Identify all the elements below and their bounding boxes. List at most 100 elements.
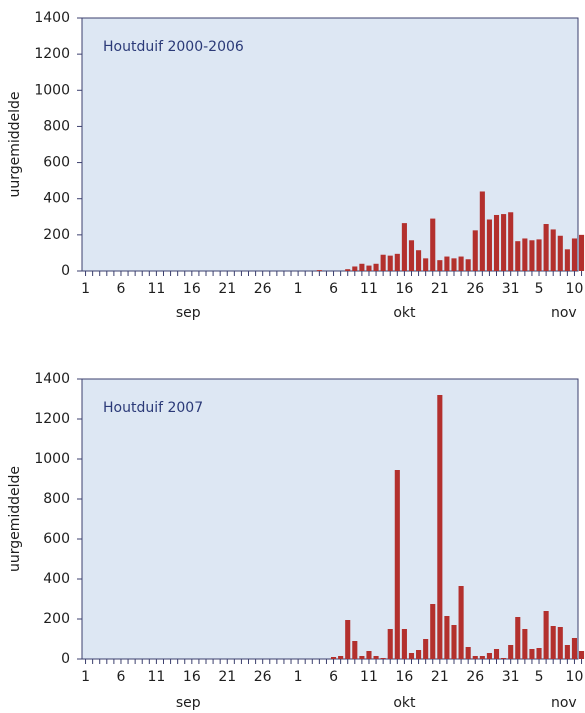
bar — [522, 238, 528, 271]
bar — [430, 218, 436, 271]
x-tick-label: 5 — [535, 281, 544, 297]
x-tick-label: 10 — [566, 669, 584, 685]
y-axis-label: uurgemiddelde — [7, 91, 23, 197]
bar — [578, 651, 585, 659]
x-tick-label: 21 — [218, 281, 236, 297]
bar — [486, 219, 492, 271]
bar — [408, 240, 415, 271]
bar — [387, 629, 393, 659]
x-tick-label: 1 — [294, 669, 303, 685]
bar — [550, 626, 556, 659]
bar — [564, 645, 570, 659]
bar — [458, 586, 464, 659]
bar — [366, 651, 372, 659]
x-tick-label: 21 — [218, 669, 236, 685]
y-tick-label: 0 — [61, 263, 70, 279]
bar — [465, 647, 471, 659]
x-tick-label: 6 — [329, 281, 338, 297]
bar — [536, 648, 542, 659]
y-tick-label: 400 — [43, 571, 70, 587]
bar — [508, 645, 514, 659]
bar — [564, 249, 570, 271]
x-tick-label: 16 — [183, 281, 201, 297]
bar — [550, 229, 556, 271]
bar — [522, 629, 528, 659]
bar — [387, 255, 393, 271]
x-tick-label: 6 — [117, 669, 126, 685]
bar — [486, 653, 492, 659]
month-label: okt — [393, 695, 416, 711]
y-tick-label: 200 — [43, 611, 70, 627]
y-tick-label: 1400 — [34, 371, 70, 387]
bar — [557, 235, 563, 271]
month-label: sep — [176, 305, 201, 321]
bar — [394, 470, 400, 659]
y-tick-label: 1400 — [34, 10, 70, 26]
y-tick-label: 800 — [43, 118, 70, 134]
bar — [529, 240, 535, 271]
bar — [444, 256, 450, 271]
y-axis-label: uurgemiddelde — [7, 466, 23, 572]
bar — [501, 658, 507, 659]
x-tick-label: 1 — [294, 281, 303, 297]
x-tick-label: 16 — [183, 669, 201, 685]
bar — [515, 241, 521, 271]
x-tick-label: 16 — [395, 669, 413, 685]
month-label: nov — [551, 305, 577, 321]
bar — [536, 239, 542, 271]
bar — [394, 253, 400, 271]
x-tick-label: 6 — [329, 669, 338, 685]
x-tick-label: 26 — [466, 281, 484, 297]
bar — [508, 212, 514, 271]
bar — [373, 656, 379, 659]
bar — [529, 649, 535, 659]
x-tick-label: 26 — [466, 669, 484, 685]
x-tick-label: 5 — [535, 669, 544, 685]
x-tick-label: 21 — [431, 669, 449, 685]
x-tick-label: 11 — [360, 281, 378, 297]
bar — [444, 616, 450, 659]
bar — [479, 191, 485, 271]
bar — [359, 263, 365, 271]
x-tick-label: 10 — [566, 281, 584, 297]
bar — [352, 266, 358, 271]
x-tick-label: 21 — [431, 281, 449, 297]
bar — [451, 258, 457, 271]
bar — [493, 649, 500, 659]
bar — [501, 214, 507, 271]
bar — [423, 258, 429, 271]
bar — [345, 269, 351, 271]
bar — [543, 224, 549, 271]
bar — [472, 656, 478, 659]
y-tick-label: 800 — [43, 491, 70, 507]
bar — [316, 270, 322, 271]
bar — [423, 639, 429, 659]
bar — [416, 250, 422, 271]
x-tick-label: 11 — [360, 669, 378, 685]
bar — [352, 641, 358, 659]
x-tick-label: 26 — [254, 281, 272, 297]
bar — [479, 656, 485, 659]
bar — [571, 238, 578, 271]
bar — [401, 629, 407, 659]
y-tick-label: 1200 — [34, 411, 70, 427]
x-tick-label: 16 — [395, 281, 413, 297]
bar — [380, 254, 386, 271]
plot-area — [81, 378, 579, 660]
bar — [451, 625, 457, 659]
bar — [571, 638, 578, 659]
bar — [408, 653, 415, 659]
month-label: sep — [176, 695, 201, 711]
y-tick-label: 600 — [43, 155, 70, 171]
bar — [578, 234, 585, 271]
chart-title: Houtduif 2000-2006 — [103, 39, 244, 55]
bar — [416, 650, 422, 659]
bar — [465, 259, 471, 271]
bar — [458, 256, 464, 271]
bar — [401, 223, 407, 271]
y-tick-label: 600 — [43, 531, 70, 547]
x-tick-label: 11 — [147, 281, 165, 297]
bar — [338, 656, 344, 659]
bar — [543, 611, 549, 659]
